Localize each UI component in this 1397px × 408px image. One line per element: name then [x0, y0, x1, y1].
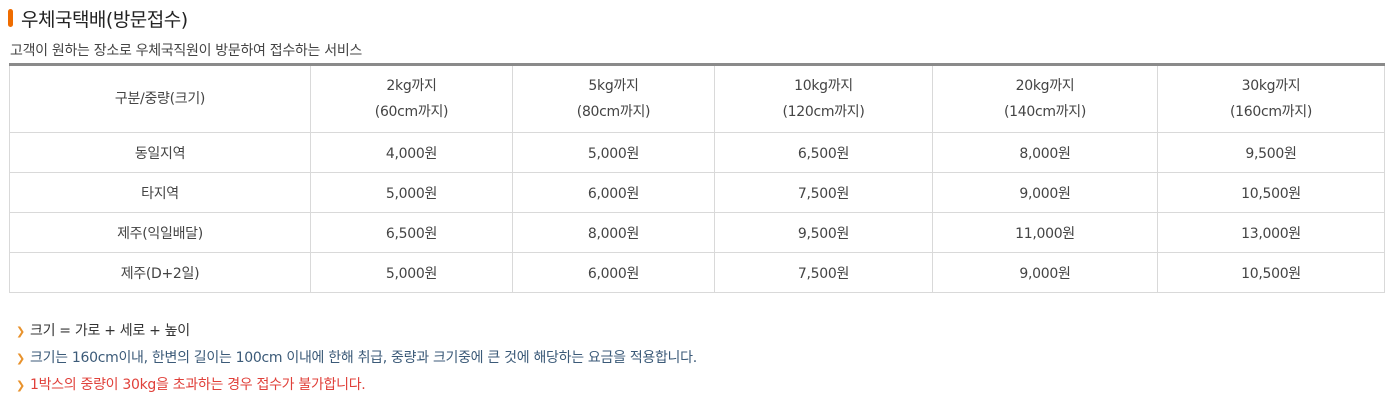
price-cell: 5,000원 [310, 252, 513, 293]
price-cell: 9,000원 [932, 172, 1158, 213]
table-row: 타지역 5,000원 6,000원 7,500원 9,000원 10,500원 [9, 172, 1385, 213]
column-header: 30kg까지 (160cm까지) [1157, 64, 1385, 133]
chevron-right-icon: ❯ [16, 379, 25, 392]
row-label: 제주(익일배달) [9, 212, 311, 253]
price-cell: 4,000원 [310, 132, 513, 173]
section-header: 우체국택배(방문접수) [8, 4, 188, 32]
price-cell: 6,500원 [714, 132, 933, 173]
row-label: 제주(D+2일) [9, 252, 311, 293]
rate-table: 구분/중량(크기) 2kg까지 (60cm까지) 5kg까지 (80cm까지) 10… [9, 63, 1385, 293]
row-label: 동일지역 [9, 132, 311, 173]
note-item: ❯ 1박스의 중량이 30kg을 초과하는 경우 접수가 불가합니다. [16, 372, 697, 399]
chevron-right-icon: ❯ [16, 352, 25, 365]
column-header: 10kg까지 (120cm까지) [714, 64, 933, 133]
price-cell: 6,500원 [310, 212, 513, 253]
price-cell: 8,000원 [932, 132, 1158, 173]
price-cell: 5,000원 [512, 132, 715, 173]
table-row: 제주(익일배달) 6,500원 8,000원 9,500원 11,000원 13… [9, 212, 1385, 253]
price-cell: 11,000원 [932, 212, 1158, 253]
section-description: 고객이 원하는 장소로 우체국직원이 방문하여 접수하는 서비스 [10, 43, 362, 59]
column-header: 2kg까지 (60cm까지) [310, 64, 513, 133]
price-cell: 7,500원 [714, 252, 933, 293]
table-header-row: 구분/중량(크기) 2kg까지 (60cm까지) 5kg까지 (80cm까지) 10… [9, 64, 1385, 133]
price-cell: 8,000원 [512, 212, 715, 253]
column-weight: 2kg까지 [386, 78, 437, 94]
column-weight: 5kg까지 [588, 78, 639, 94]
price-cell: 10,500원 [1157, 252, 1385, 293]
price-cell: 9,500원 [1157, 132, 1385, 173]
column-header: 5kg까지 (80cm까지) [512, 64, 715, 133]
price-cell: 9,500원 [714, 212, 933, 253]
table-row: 동일지역 4,000원 5,000원 6,500원 8,000원 9,500원 [9, 132, 1385, 173]
column-size: (120cm까지) [782, 104, 865, 120]
note-item: ❯ 크기 = 가로 + 세로 + 높이 [16, 318, 697, 345]
column-weight: 30kg까지 [1241, 78, 1301, 94]
price-cell: 6,000원 [512, 172, 715, 213]
column-size: (160cm까지) [1229, 104, 1313, 120]
note-text: 크기는 160cm이내, 한변의 길이는 100cm 이내에 한해 취급, 중량… [30, 350, 697, 366]
note-text: 1박스의 중량이 30kg을 초과하는 경우 접수가 불가합니다. [30, 377, 366, 393]
section-title: 우체국택배(방문접수) [21, 8, 188, 31]
price-cell: 10,500원 [1157, 172, 1385, 213]
column-header: 20kg까지 (140cm까지) [932, 64, 1158, 133]
column-size: (80cm까지) [576, 104, 651, 120]
price-cell: 13,000원 [1157, 212, 1385, 253]
orange-bar-icon [8, 9, 13, 27]
column-weight: 20kg까지 [1015, 78, 1075, 94]
note-item: ❯ 크기는 160cm이내, 한변의 길이는 100cm 이내에 한해 취급, … [16, 345, 697, 372]
price-cell: 6,000원 [512, 252, 715, 293]
corner-header: 구분/중량(크기) [9, 64, 311, 133]
column-size: (140cm까지) [1003, 104, 1087, 120]
notes-list: ❯ 크기 = 가로 + 세로 + 높이 ❯ 크기는 160cm이내, 한변의 길… [16, 318, 697, 399]
table-row: 제주(D+2일) 5,000원 6,000원 7,500원 9,000원 10,… [9, 252, 1385, 293]
column-weight: 10kg까지 [794, 78, 853, 94]
row-label: 타지역 [9, 172, 311, 213]
price-cell: 5,000원 [310, 172, 513, 213]
chevron-right-icon: ❯ [16, 325, 25, 338]
price-cell: 9,000원 [932, 252, 1158, 293]
column-size: (60cm까지) [374, 104, 449, 120]
note-text: 크기 = 가로 + 세로 + 높이 [30, 323, 190, 339]
price-cell: 7,500원 [714, 172, 933, 213]
